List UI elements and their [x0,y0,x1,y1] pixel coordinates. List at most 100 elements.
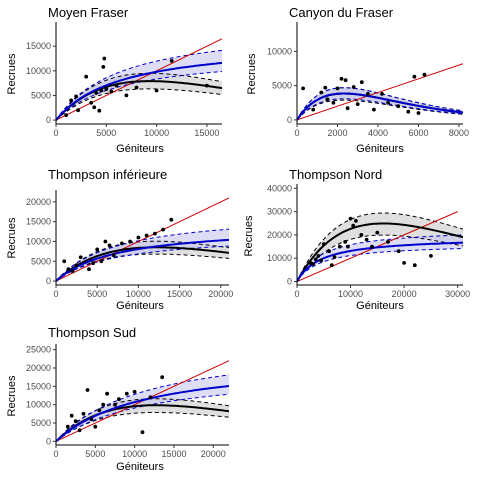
data-point [74,263,79,268]
panel-title: Canyon du Fraser [289,5,394,20]
data-point [319,90,324,95]
data-point [351,85,356,89]
data-point [77,428,82,433]
data-point [386,240,390,244]
panel-thompson-sud: Thompson Sud Géniteurs Recrues 0 5000 1000… [6,325,229,473]
x-tick-label: 20000 [392,289,417,299]
data-point [372,107,376,112]
replacement-line [56,197,229,282]
data-point [69,98,73,103]
ricker-band-lower-line [56,253,229,282]
data-point [78,255,83,260]
data-point [345,106,350,111]
y-tick-label: 5000 [31,256,51,266]
data-point [65,424,70,429]
data-point [169,217,174,222]
y-tick-label: 10000 [267,46,292,56]
data-point [160,375,165,380]
panel-title: Moyen Fraser [48,5,129,20]
beverton-holt-confidence-band [297,87,463,120]
data-point [329,263,334,268]
data-point [355,102,360,106]
y-tick-label: 0 [287,277,292,287]
data-point [91,261,95,266]
plot-body [56,360,229,443]
x-tick-label: 4000 [368,128,388,138]
data-point [89,417,94,422]
x-tick-label: 15000 [194,128,219,138]
x-axis-label: Géniteurs [356,300,404,312]
data-point [93,424,98,429]
data-point [346,244,350,249]
data-point [104,87,109,91]
x-tick-label: 5000 [85,449,105,459]
data-point [161,227,166,232]
data-point [313,257,318,262]
y-axis-label: Recrues [6,375,18,416]
data-point [331,100,336,105]
data-point [396,104,401,109]
data-point [92,105,97,110]
data-point [76,108,80,113]
y-tick-label: 10000 [26,236,51,246]
data-point [402,261,406,265]
y-tick-label: 20000 [267,230,292,240]
beverton-holt-band-upper-line [56,49,222,121]
data-point [109,89,114,94]
data-point [101,402,106,407]
plot-body [297,211,463,283]
data-point [386,100,390,105]
data-point [422,72,427,77]
data-point [366,92,370,96]
data-point [325,97,330,102]
data-point [64,113,68,117]
ricker-confidence-band [297,213,463,282]
data-point [62,259,67,264]
data-point [335,86,340,91]
y-tick-label: 10000 [267,253,292,263]
data-point [337,244,342,249]
y-tick-label: 0 [287,115,292,125]
plot-area: 0 10000 20000 30000 0 10000 20000 30000 40000 [267,183,470,299]
data-point [406,109,411,114]
data-point [412,74,417,79]
data-point [117,397,121,402]
data-point [97,408,102,413]
x-tick-label: 0 [294,128,299,138]
data-point [351,223,356,228]
data-point [396,249,401,254]
data-point [343,240,348,244]
data-point [132,389,137,394]
data-point [301,86,305,91]
data-point [89,100,94,105]
beverton-holt-band-upper-line [56,228,229,282]
x-tick-label: 0 [294,289,299,299]
replacement-line [56,38,222,121]
ricker-band-upper-line [56,72,222,121]
plot-area: 0 5000 10000 15000 20000 0 5000 10000 15000 20000… [26,344,229,459]
x-tick-label: 2000 [327,128,347,138]
panel-moyen-fraser: Moyen Fraser Géniteurs Recrues 0 5000 1000… [6,5,222,155]
data-point [321,242,326,247]
data-point [148,395,153,400]
y-axis-label: Recrues [6,217,18,258]
beverton-holt-band-lower-line [297,248,463,282]
data-point [153,231,157,236]
data-point [134,85,139,90]
data-point [144,233,149,238]
data-point [332,255,337,259]
y-tick-label: 10000 [26,400,51,410]
data-point [102,56,107,61]
data-point [114,83,119,88]
plot-area: 0 5000 10000 15000 0 5000 10000 15000 [26,22,222,138]
data-point [311,262,315,266]
beverton-holt-curve [56,238,229,282]
x-tick-label: 10000 [122,449,147,459]
y-axis-label: Recrues [6,53,18,94]
x-axis-label: Géniteurs [116,300,164,312]
y-tick-label: 0 [46,115,51,125]
data-point [169,59,174,63]
x-tick-label: 5000 [87,289,107,299]
data-point [316,254,321,258]
